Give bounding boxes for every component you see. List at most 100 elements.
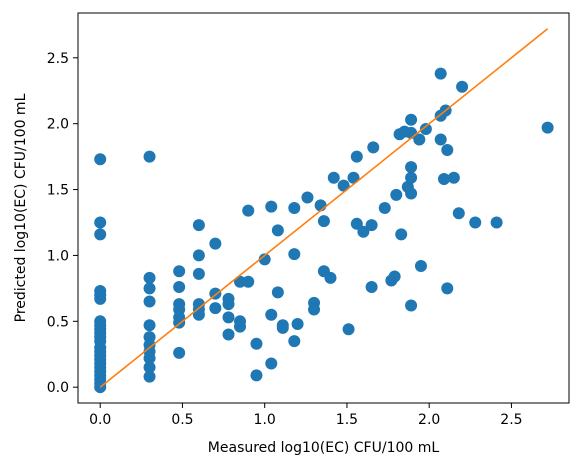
data-point — [378, 202, 391, 214]
y-tick-label: 2.5 — [47, 51, 69, 67]
data-point — [288, 248, 301, 261]
data-point — [434, 133, 447, 146]
data-point — [265, 200, 278, 213]
data-point — [265, 357, 278, 370]
data-point — [192, 249, 205, 262]
data-point — [265, 308, 278, 321]
data-point — [143, 150, 156, 163]
data-point — [314, 199, 327, 212]
data-point — [367, 141, 380, 154]
data-point — [327, 171, 340, 184]
data-point — [405, 161, 418, 174]
data-point — [209, 237, 222, 250]
data-point — [94, 292, 107, 305]
data-point — [490, 216, 503, 229]
data-point — [390, 188, 403, 201]
x-tick-label: 0.0 — [89, 412, 111, 428]
data-point — [350, 150, 363, 163]
data-point — [414, 259, 427, 272]
data-point — [250, 369, 263, 382]
data-point — [242, 275, 255, 288]
data-point — [173, 346, 186, 359]
data-point — [222, 328, 235, 341]
data-point — [143, 319, 156, 332]
data-point — [405, 187, 418, 200]
data-point — [350, 217, 363, 230]
data-point — [288, 202, 301, 214]
data-point — [301, 191, 314, 204]
data-point — [192, 308, 205, 321]
data-point — [357, 225, 370, 238]
data-point — [192, 219, 205, 232]
data-point — [271, 224, 284, 237]
data-point — [324, 271, 337, 284]
data-point — [271, 286, 284, 299]
data-point — [456, 80, 469, 93]
data-point — [405, 299, 418, 312]
data-point — [434, 67, 447, 80]
x-tick-label: 1.0 — [254, 412, 276, 428]
data-point — [452, 207, 465, 220]
scatter-points — [94, 67, 554, 394]
x-axis-ticks: 0.0 0.5 1.0 1.5 2.0 2.5 — [89, 403, 523, 428]
x-axis-label: Measured log10(EC) CFU/100 mL — [208, 440, 440, 456]
data-point — [143, 370, 156, 383]
data-point — [288, 335, 301, 348]
data-point — [192, 267, 205, 280]
data-point — [143, 352, 156, 365]
data-point — [209, 302, 222, 315]
data-point — [143, 271, 156, 284]
data-point — [143, 361, 156, 374]
identity-line-layer — [99, 28, 549, 388]
data-point — [447, 171, 460, 184]
y-axis-ticks: 0.0 0.5 1.0 1.5 2.0 2.5 — [47, 51, 78, 396]
data-point — [234, 275, 247, 288]
data-point — [94, 228, 107, 241]
data-point — [173, 281, 186, 294]
data-point — [395, 228, 408, 241]
data-point — [405, 113, 418, 126]
x-tick-label: 1.5 — [336, 412, 358, 428]
data-point — [413, 133, 426, 146]
plot-frame — [77, 12, 570, 404]
data-point — [173, 265, 186, 278]
identity-line — [99, 28, 549, 388]
axes — [77, 12, 570, 404]
data-point — [308, 303, 321, 316]
data-point — [342, 323, 355, 336]
data-point — [94, 216, 107, 229]
y-tick-label: 0.5 — [47, 314, 69, 330]
data-point — [365, 219, 378, 232]
data-point — [276, 321, 289, 334]
y-tick-label: 2.0 — [47, 117, 69, 133]
x-tick-label: 2.0 — [418, 412, 440, 428]
y-tick-label: 0.0 — [47, 380, 69, 396]
data-point — [222, 298, 235, 311]
data-point — [250, 337, 263, 350]
data-point — [291, 317, 304, 330]
data-point — [419, 122, 432, 135]
data-point — [258, 253, 271, 266]
data-point — [94, 153, 107, 166]
data-point — [143, 282, 156, 295]
data-point — [441, 282, 454, 295]
data-point — [222, 311, 235, 324]
data-point — [365, 281, 378, 294]
data-point — [541, 121, 554, 134]
data-point — [437, 173, 450, 186]
data-point — [347, 171, 360, 184]
data-point — [242, 204, 255, 217]
x-tick-label: 2.5 — [500, 412, 522, 428]
data-point — [337, 179, 350, 192]
data-point — [317, 215, 330, 228]
data-point — [469, 216, 482, 229]
data-point — [143, 295, 156, 308]
y-axis-label: Predicted log10(EC) CFU/100 mL — [13, 93, 29, 322]
data-point — [441, 144, 454, 157]
y-tick-label: 1.0 — [47, 248, 69, 264]
y-tick-label: 1.5 — [47, 183, 69, 199]
data-point — [388, 270, 401, 283]
data-point — [405, 171, 418, 184]
x-tick-label: 0.5 — [171, 412, 193, 428]
